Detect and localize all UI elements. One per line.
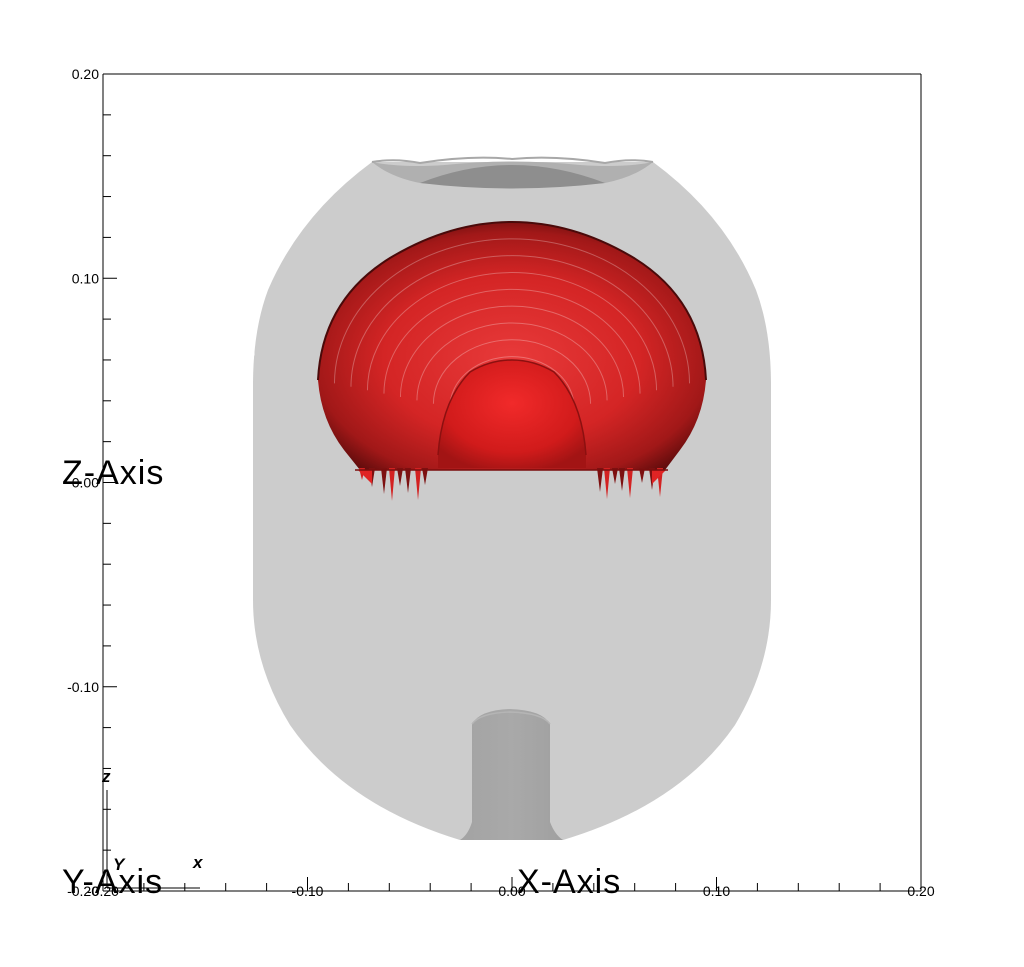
z-tick-label: 0.00	[72, 475, 99, 491]
edge-spike	[612, 468, 618, 484]
x-tick-label: -0.20	[87, 883, 119, 899]
contour-ring	[333, 238, 691, 384]
vessel-top-cap	[371, 156, 654, 189]
z-tick-label: -0.20	[67, 883, 99, 899]
iso-surface-edge-spikes	[358, 468, 666, 501]
edge-spike	[397, 468, 403, 486]
z-tick-label: 0.10	[72, 270, 99, 286]
edge-spike	[597, 468, 603, 492]
z-axis-title: Z-Axis	[62, 454, 164, 492]
edge-spike	[652, 470, 666, 484]
y-axis-title: Y-Axis	[62, 863, 163, 901]
x-axis-title: X-Axis	[517, 863, 621, 901]
edge-spike	[381, 468, 387, 494]
edge-spike	[358, 470, 372, 484]
edge-spike	[389, 468, 395, 501]
x-axis-tick-labels: -0.20 -0.10 0.00 0.10 0.20	[87, 883, 935, 899]
edge-spike	[415, 468, 421, 500]
edge-spike	[405, 468, 411, 493]
z-tick-label: -0.10	[67, 679, 99, 695]
edge-spike	[639, 468, 645, 483]
contour-ring	[383, 288, 641, 394]
orientation-triad: z Y x	[101, 767, 204, 889]
edge-spike	[619, 468, 625, 491]
edge-spike	[422, 468, 428, 485]
edge-spike	[604, 468, 610, 499]
triad-z-label: z	[101, 767, 111, 786]
contour-ring	[449, 356, 575, 408]
contour-ring	[416, 322, 608, 401]
contour-ring	[432, 339, 592, 404]
edge-spike	[627, 468, 633, 498]
contour-ring	[399, 305, 625, 398]
z-axis-ticks	[103, 73, 117, 892]
iso-surface-dome	[317, 220, 707, 501]
iso-surface-contour-rings	[333, 238, 691, 411]
x-tick-label: 0.00	[498, 883, 525, 899]
z-tick-label: 0.20	[72, 66, 99, 82]
x-tick-label: 0.10	[703, 883, 730, 899]
contour-ring	[366, 271, 658, 391]
contour-ring	[350, 255, 674, 387]
triad-y-label: Y	[113, 855, 126, 874]
iso-surface-inner-core	[438, 360, 586, 468]
x-tick-label: -0.10	[292, 883, 324, 899]
x-axis-ticks	[102, 877, 922, 891]
z-axis-tick-labels: 0.20 0.10 0.00 -0.10 -0.20	[67, 66, 99, 899]
x-tick-label: 0.20	[907, 883, 934, 899]
vessel-bottom-post	[460, 709, 563, 840]
triad-x-label: x	[192, 853, 204, 872]
